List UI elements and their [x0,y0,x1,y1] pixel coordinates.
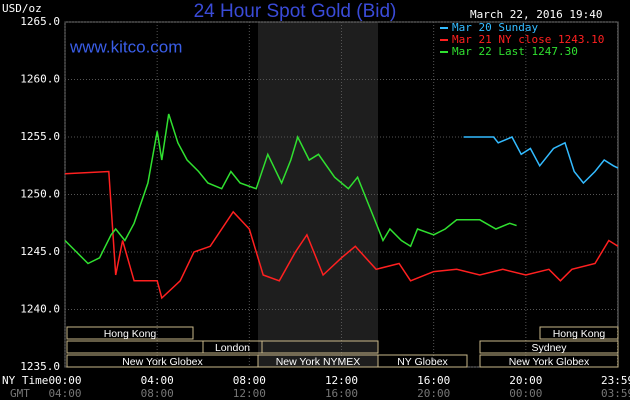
x-tick-label: 00:00 [48,374,81,387]
session-label: Hong Kong [104,328,157,340]
session-box [202,340,263,354]
series-line [463,136,619,185]
session-box [377,354,468,368]
x2-tick-label: 03:59 [601,387,630,400]
session-label: NY Globex [397,356,448,368]
session-box [479,354,619,368]
session-box [539,326,619,340]
legend-label: Mar 20 Sunday [452,21,538,34]
y-tick-label: 1250.0 [20,188,60,201]
series-line [64,170,619,300]
y-tick-label: 1255.0 [20,130,60,143]
x2-tick-label: 00:00 [509,387,542,400]
session-box [66,326,194,340]
chart-title: 24 Hour Spot Gold (Bid) [194,1,397,22]
x-tick-label: 16:00 [417,374,450,387]
x2-tick-label: 16:00 [325,387,358,400]
legend-label: Mar 21 NY close 1243.10 [452,33,604,46]
x2-tick-label: 12:00 [233,387,266,400]
y-tick-label: 1260.0 [20,73,60,86]
session-label: Hong Kong [553,328,606,340]
legend-label: Mar 22 Last 1247.30 [452,45,578,58]
series-line [64,113,517,265]
x-tick-label: 23:59 [601,374,630,387]
session-label: New York Globex [122,356,203,368]
x-tick-label: 04:00 [141,374,174,387]
x-tick-label: 20:00 [509,374,542,387]
x2-axis-label: GMT [10,387,30,400]
y-tick-label: 1235.0 [20,360,60,373]
subtitle: www.kitco.com [69,37,182,56]
x2-tick-label: 04:00 [48,387,81,400]
y-tick-label: 1245.0 [20,245,60,258]
y-axis-label: USD/oz [2,2,42,15]
session-label: New York NYMEX [276,356,361,368]
session-label: Sydney [531,342,567,354]
x2-tick-label: 08:00 [141,387,174,400]
session-label: London [215,342,250,354]
session-label: New York Globex [509,356,590,368]
x2-tick-label: 20:00 [417,387,450,400]
y-tick-label: 1265.0 [20,15,60,28]
y-tick-label: 1240.0 [20,303,60,316]
x-axis-label: NY Time [2,374,48,387]
x-tick-label: 12:00 [325,374,358,387]
session-box [479,340,619,354]
x-tick-label: 08:00 [233,374,266,387]
timestamp: March 22, 2016 19:40 [470,8,602,21]
